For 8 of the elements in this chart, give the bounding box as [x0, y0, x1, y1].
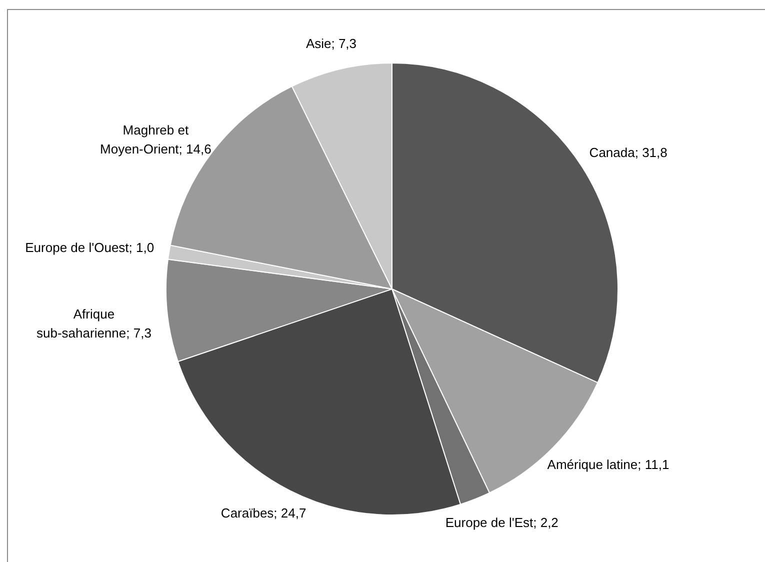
slice-label: Afrique sub-saharienne; 7,3 — [36, 306, 152, 340]
slice-label: Maghreb et Moyen-Orient; 14,6 — [100, 122, 212, 156]
slice-label: Europe de l'Est; 2,2 — [445, 514, 558, 530]
slice-label: Caraïbes; 24,7 — [220, 505, 306, 520]
slice-label: Asie; 7,3 — [306, 36, 357, 52]
slice-label: Canada; 31,8 — [589, 144, 668, 160]
slice-label: Europe de l'Ouest; 1,0 — [25, 240, 154, 256]
slice-label: Amérique latine; 11,1 — [547, 457, 670, 472]
